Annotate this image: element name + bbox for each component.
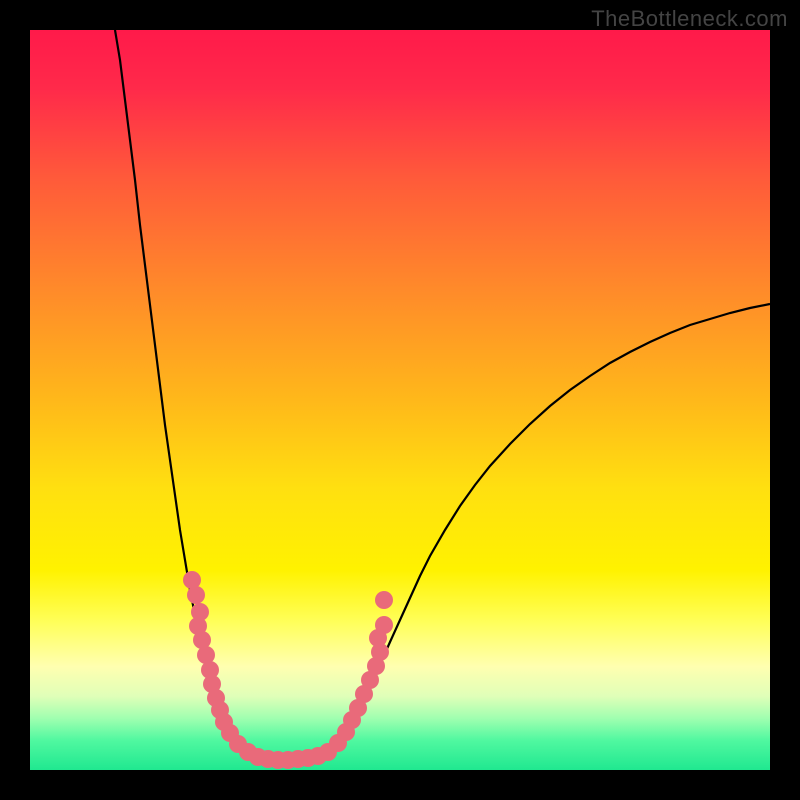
marker-dots [183, 571, 393, 769]
chart-frame [30, 30, 770, 770]
marker-dot [375, 616, 393, 634]
marker-dot [375, 591, 393, 609]
marker-dot [187, 586, 205, 604]
watermark-text: TheBottleneck.com [591, 6, 788, 32]
curve-layer [30, 30, 770, 770]
